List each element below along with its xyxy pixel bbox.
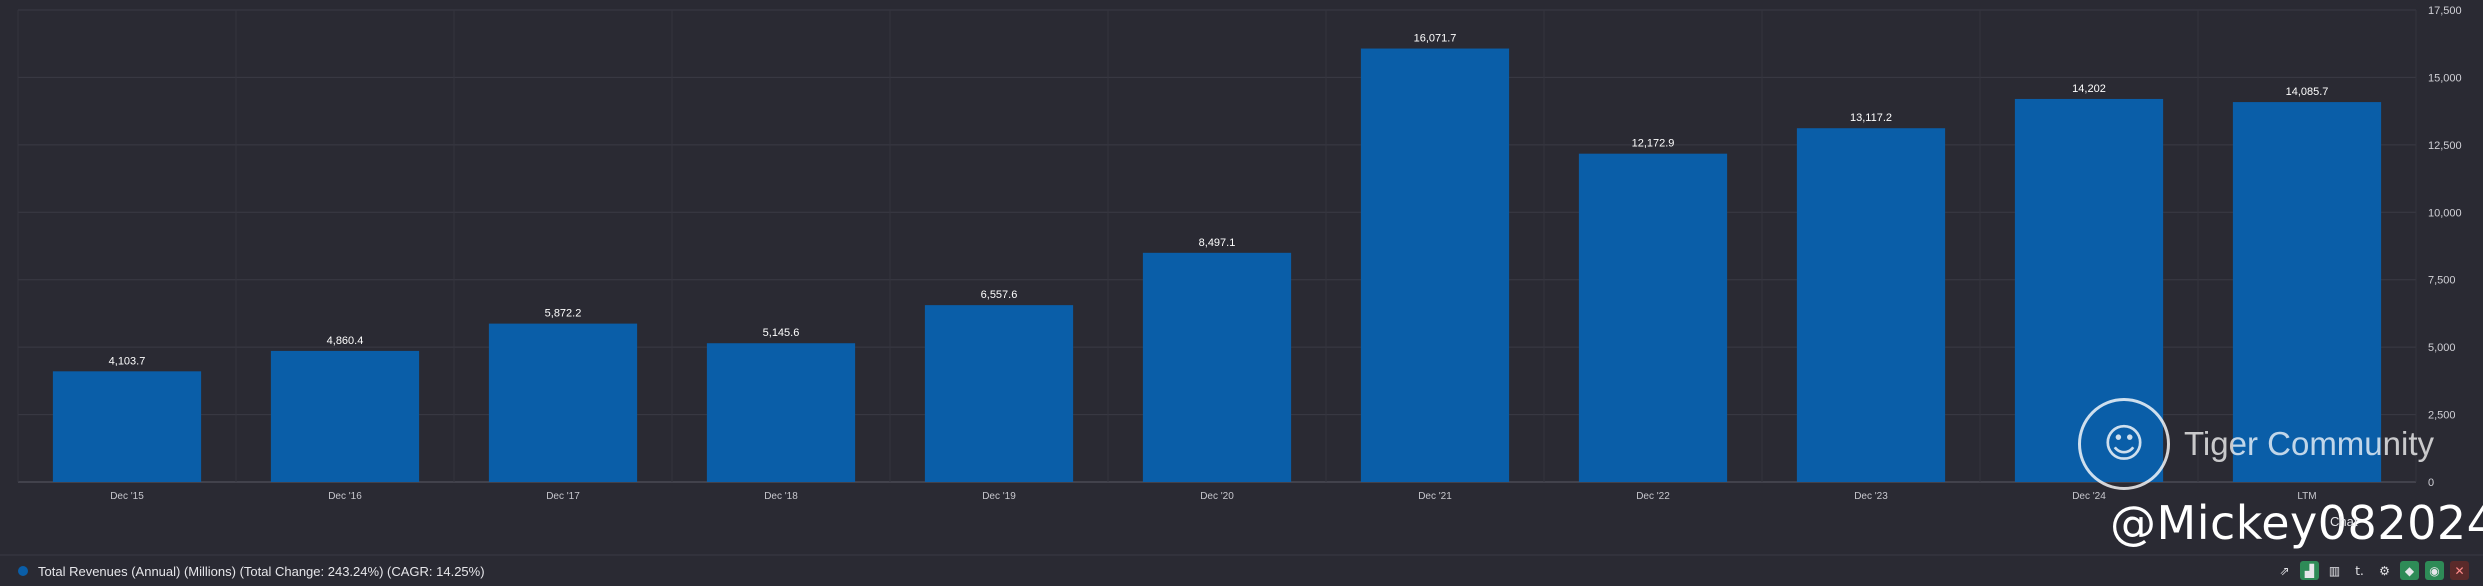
gear-icon[interactable]: ⚙ [2379,563,2390,578]
legend[interactable]: Total Revenues (Annual) (Millions) (Tota… [18,564,485,579]
bar [1578,153,1728,482]
y-tick-label: 2,500 [2428,410,2456,422]
y-tick-label: 17,500 [2428,5,2462,17]
x-tick-label: Dec '16 [328,491,362,502]
bar-value-label: 13,117.2 [1850,112,1892,124]
watermark: ☺ Tiger Community [2078,398,2434,490]
x-tick-label: Dec '20 [1200,491,1234,502]
x-tick-label: Dec '17 [546,491,580,502]
text-icon[interactable]: t. [2355,563,2364,578]
bar-value-label: 4,103.7 [109,355,146,367]
labels-layer: 0 2,500 5,000 7,500 10,000 12,500 15,000 17,500… [109,5,2462,502]
close-icon[interactable]: ✕ [2450,561,2469,580]
trend-icon[interactable]: ⇗ [2279,563,2290,578]
revenue-bar-chart: 0 2,500 5,000 7,500 10,000 12,500 15,000 17,500… [0,5,2483,556]
bar [270,350,420,482]
tag-icon[interactable]: ◆ [2400,561,2419,580]
watermark-community-text: Tiger Community [2184,425,2434,462]
x-tick-label: Dec '24 [2072,491,2106,502]
bar-value-label: 4,860.4 [327,335,364,347]
legend-label: Total Revenues (Annual) (Millions) (Tota… [38,563,485,579]
bar [1360,48,1510,483]
x-tick-label: Dec '21 [1418,491,1452,502]
bar-chart-icon[interactable]: ▟ [2300,561,2319,580]
y-tick-label: 0 [2428,477,2434,489]
x-tick-label: Dec '15 [110,491,144,502]
bar-value-label: 14,202 [2072,83,2106,95]
bar-value-label: 12,172.9 [1632,138,1675,150]
legend-color-dot [18,566,28,576]
bar [1142,252,1292,482]
eye-icon[interactable]: ◉ [2425,561,2444,580]
x-tick-label: Dec '22 [1636,491,1670,502]
bar-value-label: 8,497.1 [1199,237,1236,249]
bar [924,305,1074,482]
bar-value-label: 5,145.6 [763,327,800,339]
y-tick-label: 15,000 [2428,72,2462,84]
bar [2232,102,2382,482]
y-tick-label: 10,000 [2428,207,2462,219]
y-tick-label: 12,500 [2428,140,2462,152]
y-tick-label: 5,000 [2428,342,2456,354]
x-tick-label: LTM [2297,491,2316,502]
x-tick-label: Dec '23 [1854,491,1888,502]
chart-toolbar: ⇗ ▟ ▥ t. ⚙ ◆ ◉ ✕ [2275,561,2469,580]
bar [488,323,638,482]
x-tick-label: Dec '19 [982,491,1016,502]
column-chart-icon[interactable]: ▥ [2328,563,2341,578]
watermark-user-tag: @Mickey082024 [2110,496,2483,550]
bar [1796,128,1946,482]
chart-footer: Total Revenues (Annual) (Millions) (Tota… [0,556,2483,586]
bar-value-label: 5,872.2 [545,308,582,320]
bar-value-label: 6,557.6 [981,289,1018,301]
bar [706,343,856,482]
tiger-logo-icon: ☺ [2078,398,2170,490]
powered-by-text: Chat [2330,514,2358,529]
y-tick-label: 7,500 [2428,275,2456,287]
bar-value-label: 16,071.7 [1414,33,1457,45]
bar [52,371,202,482]
x-tick-label: Dec '18 [764,491,798,502]
grid-layer [0,9,2483,556]
bars-layer [52,48,2382,483]
bar-value-label: 14,085.7 [2286,86,2329,98]
